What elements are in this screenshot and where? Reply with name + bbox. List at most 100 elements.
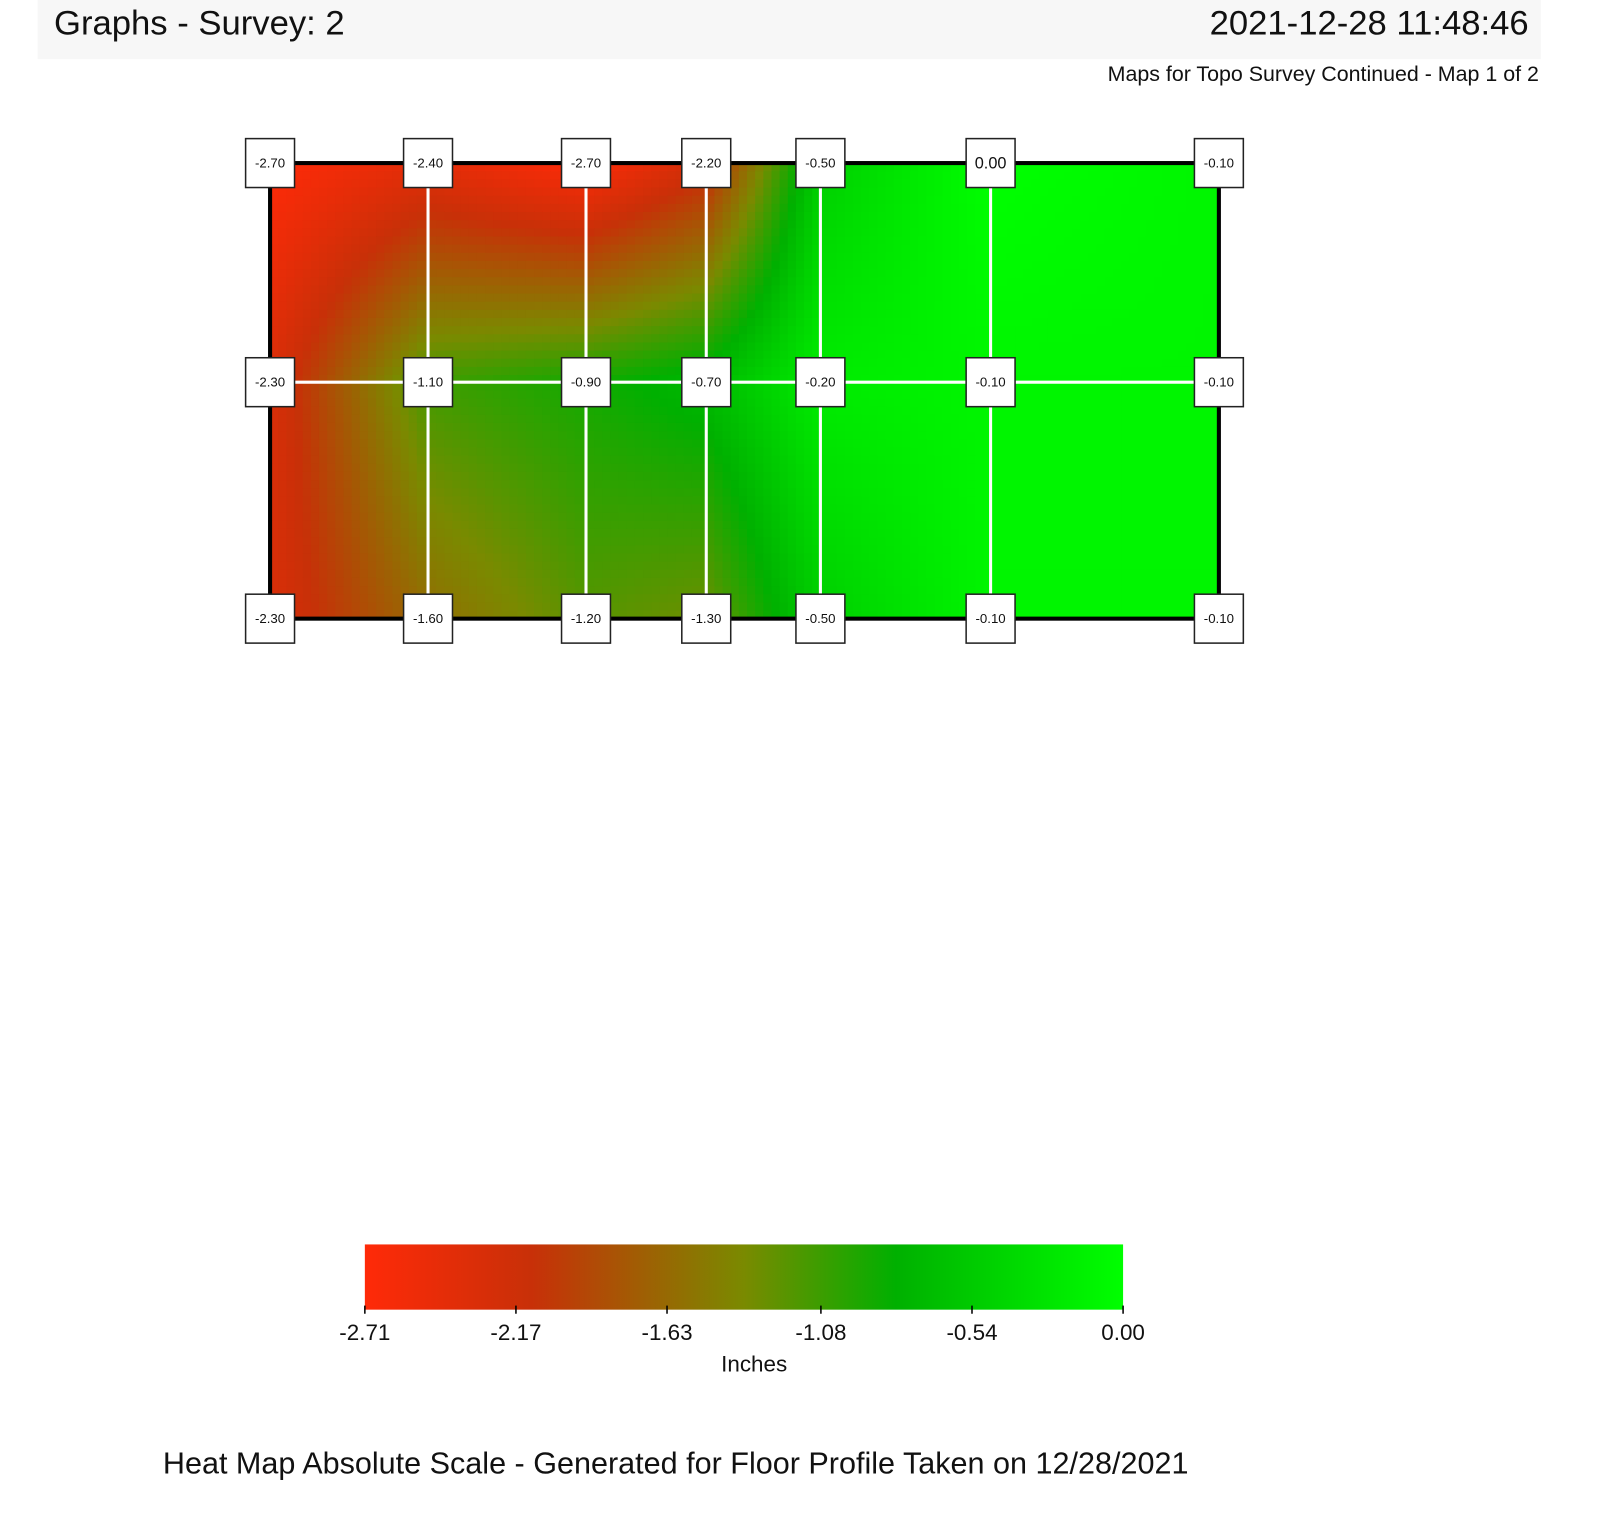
heat-cell xyxy=(485,382,494,391)
heat-cell xyxy=(643,414,652,424)
heat-cell xyxy=(610,350,620,360)
heat-cell xyxy=(1161,244,1171,254)
heat-cell xyxy=(367,594,377,603)
heat-cell xyxy=(918,301,928,311)
heat-cell xyxy=(1023,203,1032,213)
heat-cell xyxy=(501,577,511,587)
heat-cell xyxy=(367,455,377,465)
heat-cell xyxy=(359,179,369,189)
heat-cell xyxy=(367,211,377,221)
heat-cell xyxy=(1202,309,1212,319)
heat-cell xyxy=(1047,163,1057,172)
heat-cell xyxy=(975,293,985,303)
heat-cell xyxy=(286,439,296,449)
heat-cell xyxy=(643,382,652,391)
heat-cell xyxy=(610,545,620,555)
heat-cell xyxy=(634,471,644,481)
heat-cell xyxy=(367,326,377,335)
heat-cell xyxy=(910,269,919,278)
heat-cell xyxy=(574,228,584,238)
heat-cell xyxy=(836,326,846,335)
heat-cell xyxy=(534,171,543,180)
heat-cell xyxy=(359,602,369,612)
heat-cell xyxy=(574,277,584,286)
heat-cell xyxy=(1047,203,1057,213)
heat-cell xyxy=(730,350,740,360)
heat-cell xyxy=(1104,375,1114,383)
heat-cell xyxy=(1080,334,1090,344)
heat-cell xyxy=(359,586,369,595)
heat-cell xyxy=(771,163,781,172)
heat-cell xyxy=(747,269,756,278)
heat-cell xyxy=(416,512,426,522)
heat-cell xyxy=(485,179,494,189)
heat-cell xyxy=(861,366,870,376)
heat-cell xyxy=(722,471,732,481)
heat-cell xyxy=(400,406,410,416)
heat-cell xyxy=(667,269,677,278)
heat-cell xyxy=(771,406,781,416)
heat-cell xyxy=(351,244,361,254)
heat-cell xyxy=(975,309,985,319)
heat-cell xyxy=(1112,236,1122,246)
heat-cell xyxy=(428,301,437,311)
heat-cell xyxy=(934,195,944,205)
heat-cell xyxy=(384,358,393,368)
heat-cell xyxy=(1104,244,1114,254)
heat-cell xyxy=(335,398,345,408)
heat-cell xyxy=(722,317,732,327)
heat-cell xyxy=(626,528,636,538)
heat-cell xyxy=(416,406,426,416)
heat-cell xyxy=(558,236,568,246)
heat-cell xyxy=(485,586,494,595)
heat-cell xyxy=(675,504,685,514)
heat-cell xyxy=(700,187,707,197)
heat-cell xyxy=(683,350,693,360)
heat-cell xyxy=(566,203,576,213)
heat-cell xyxy=(763,350,773,360)
heat-cell xyxy=(626,220,636,229)
heat-cell xyxy=(700,334,707,344)
heat-cell xyxy=(918,269,928,278)
heat-cell xyxy=(485,211,494,221)
heat-cell xyxy=(967,269,976,278)
heat-cell xyxy=(1063,203,1073,213)
heat-cell xyxy=(302,545,312,555)
heat-cell xyxy=(730,244,740,254)
heat-cell xyxy=(476,520,486,530)
heat-cell xyxy=(1015,252,1024,262)
heat-cell xyxy=(400,195,410,205)
heat-cell xyxy=(586,342,595,352)
heat-cell xyxy=(885,195,895,205)
heat-cell xyxy=(335,390,345,400)
heat-cell xyxy=(1129,236,1138,246)
heat-cell xyxy=(318,171,328,180)
heat-cell xyxy=(294,301,304,311)
heat-cell xyxy=(779,414,789,424)
heat-cell xyxy=(983,309,992,319)
heat-cell xyxy=(659,334,669,344)
heat-cell xyxy=(408,480,418,489)
heat-cell xyxy=(302,252,312,262)
heat-cell xyxy=(853,171,862,180)
heat-cell xyxy=(517,488,527,497)
heat-cell xyxy=(586,488,595,497)
heat-cell xyxy=(566,269,576,278)
heat-cell xyxy=(400,504,410,514)
heat-cell xyxy=(738,496,748,506)
heat-cell xyxy=(738,277,748,286)
heat-cell xyxy=(318,577,328,587)
heat-cell xyxy=(755,390,764,400)
heat-cell xyxy=(763,447,773,457)
heat-cell xyxy=(626,577,636,587)
heat-cell xyxy=(998,203,1008,213)
heat-cell xyxy=(861,203,870,213)
heat-cell xyxy=(485,171,494,180)
heat-cell xyxy=(667,447,677,457)
heat-cell xyxy=(270,586,279,595)
heat-cell xyxy=(501,220,511,229)
heat-cell xyxy=(318,203,328,213)
heat-cell xyxy=(714,496,724,506)
heat-cell xyxy=(574,236,584,246)
heat-cell xyxy=(476,545,486,555)
